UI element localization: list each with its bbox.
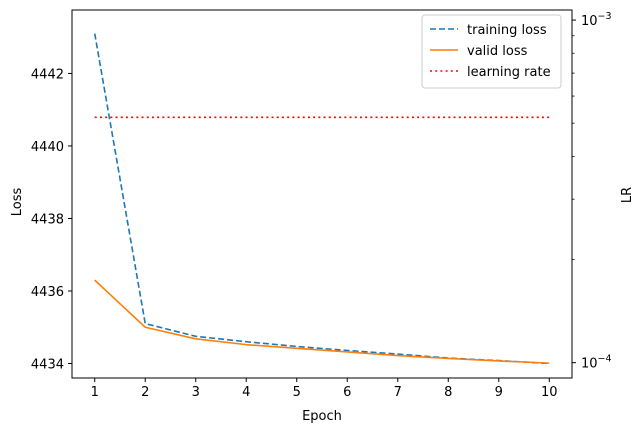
x-tick-label: 4 xyxy=(242,385,250,400)
x-tick-label: 5 xyxy=(293,385,301,400)
y2-tick-label: 10−4 xyxy=(581,354,612,372)
y2-tick-label: 10−3 xyxy=(581,11,612,29)
x-tick-label: 8 xyxy=(444,385,452,400)
x-tick-label: 10 xyxy=(541,385,558,400)
y-axis-label: Loss xyxy=(10,188,25,217)
y-tick-label: 4436 xyxy=(31,285,64,300)
x-tick-label: 1 xyxy=(91,385,99,400)
legend-label-training-loss: training loss xyxy=(467,23,547,38)
y-tick-label: 4434 xyxy=(31,357,64,372)
y2-axis-label: LR xyxy=(620,187,635,203)
x-tick-label: 6 xyxy=(343,385,351,400)
legend-label-learning-rate: learning rate xyxy=(467,65,551,80)
legend-label-valid-loss: valid loss xyxy=(467,44,528,59)
x-tick-label: 9 xyxy=(495,385,503,400)
x-tick-label: 3 xyxy=(192,385,200,400)
x-tick-label: 2 xyxy=(141,385,149,400)
y-tick-label: 4440 xyxy=(31,140,64,155)
y-tick-label: 4438 xyxy=(31,212,64,227)
legend: training loss valid loss learning rate xyxy=(422,15,561,88)
x-tick-label: 7 xyxy=(394,385,402,400)
y-tick-label: 4442 xyxy=(31,67,64,82)
x-axis-label: Epoch xyxy=(302,409,342,424)
series-line-valid-loss xyxy=(95,280,550,363)
